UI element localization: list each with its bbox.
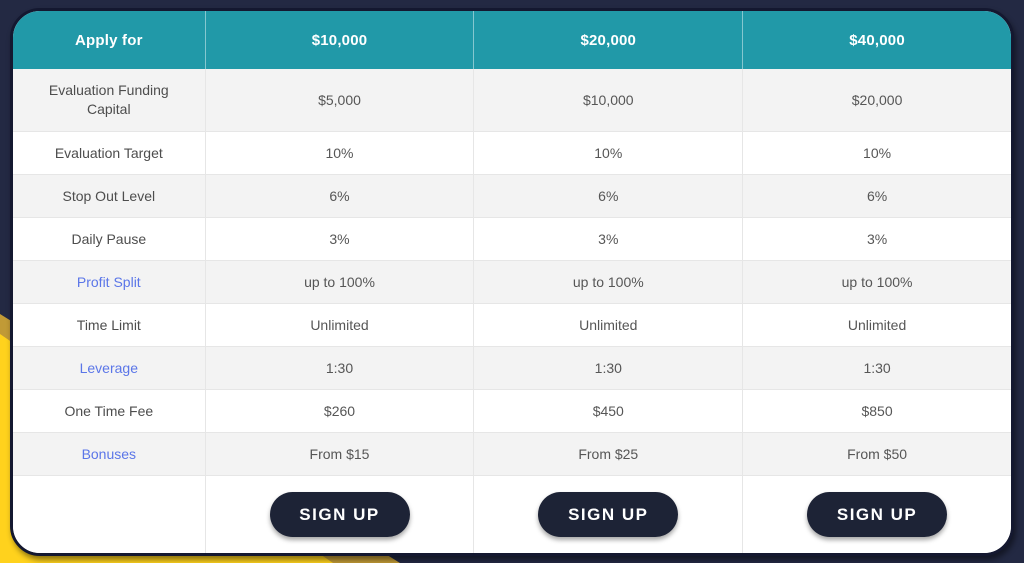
profit-split-link[interactable]: Profit Split	[76, 273, 141, 290]
cell-value: $5,000	[204, 69, 474, 131]
row-label: Time Limit	[76, 316, 141, 333]
cell-value: 6%	[742, 175, 1011, 217]
leverage-link[interactable]: Leverage	[79, 359, 138, 376]
row-label: Evaluation Funding Capital	[48, 82, 169, 117]
cell-value: 6%	[473, 175, 742, 217]
cell-value: 6%	[204, 175, 474, 217]
cell-value: 10%	[204, 132, 474, 174]
table-row-leverage: Leverage 1:30 1:30 1:30	[13, 346, 1011, 389]
cell-value: 1:30	[204, 347, 474, 389]
cell-value: Unlimited	[473, 304, 742, 346]
cell-value: 3%	[473, 218, 742, 260]
header-plan-20000: $20,000	[473, 11, 742, 69]
cell-value: From $25	[473, 433, 742, 475]
cell-value: 1:30	[742, 347, 1011, 389]
cell-value: $10,000	[473, 69, 742, 131]
cell-value: Unlimited	[742, 304, 1011, 346]
pricing-table: Apply for $10,000 $20,000 $40,000 Evalua…	[10, 8, 1014, 556]
cell-value: up to 100%	[742, 261, 1011, 303]
cell-value: up to 100%	[204, 261, 474, 303]
row-label: Stop Out Level	[62, 187, 156, 204]
cell-value: 1:30	[473, 347, 742, 389]
cell-value: $850	[742, 390, 1011, 432]
bonuses-link[interactable]: Bonuses	[81, 445, 137, 462]
cell-value: From $50	[742, 433, 1011, 475]
signup-button-20000[interactable]: SIGN UP	[538, 492, 679, 537]
table-row-bonuses: Bonuses From $15 From $25 From $50	[13, 432, 1011, 475]
table-row-signup: SIGN UP SIGN UP SIGN UP	[13, 475, 1011, 553]
header-apply-for: Apply for	[74, 31, 143, 49]
table-row-evaluation-target: Evaluation Target 10% 10% 10%	[13, 131, 1011, 174]
row-label: One Time Fee	[64, 402, 154, 419]
table-row-daily-pause: Daily Pause 3% 3% 3%	[13, 217, 1011, 260]
table-header-row: Apply for $10,000 $20,000 $40,000	[13, 11, 1011, 69]
header-plan-40000: $40,000	[742, 11, 1011, 69]
table-row-evaluation-funding-capital: Evaluation Funding Capital $5,000 $10,00…	[13, 69, 1011, 131]
cell-value: up to 100%	[473, 261, 742, 303]
signup-empty-cell	[13, 476, 205, 553]
table-row-stop-out-level: Stop Out Level 6% 6% 6%	[13, 174, 1011, 217]
cell-value: Unlimited	[204, 304, 474, 346]
cell-value: 10%	[473, 132, 742, 174]
header-plan-10000: $10,000	[204, 11, 474, 69]
cell-value: $260	[204, 390, 474, 432]
cell-value: 3%	[742, 218, 1011, 260]
table-row-time-limit: Time Limit Unlimited Unlimited Unlimited	[13, 303, 1011, 346]
row-label: Evaluation Target	[54, 144, 163, 161]
signup-button-40000[interactable]: SIGN UP	[807, 492, 948, 537]
table-row-profit-split: Profit Split up to 100% up to 100% up to…	[13, 260, 1011, 303]
cell-value: $450	[473, 390, 742, 432]
cell-value: 10%	[742, 132, 1011, 174]
row-label: Daily Pause	[71, 230, 147, 247]
cell-value: 3%	[204, 218, 474, 260]
cell-value: $20,000	[742, 69, 1011, 131]
table-row-one-time-fee: One Time Fee $260 $450 $850	[13, 389, 1011, 432]
cell-value: From $15	[204, 433, 474, 475]
signup-button-10000[interactable]: SIGN UP	[269, 492, 410, 537]
